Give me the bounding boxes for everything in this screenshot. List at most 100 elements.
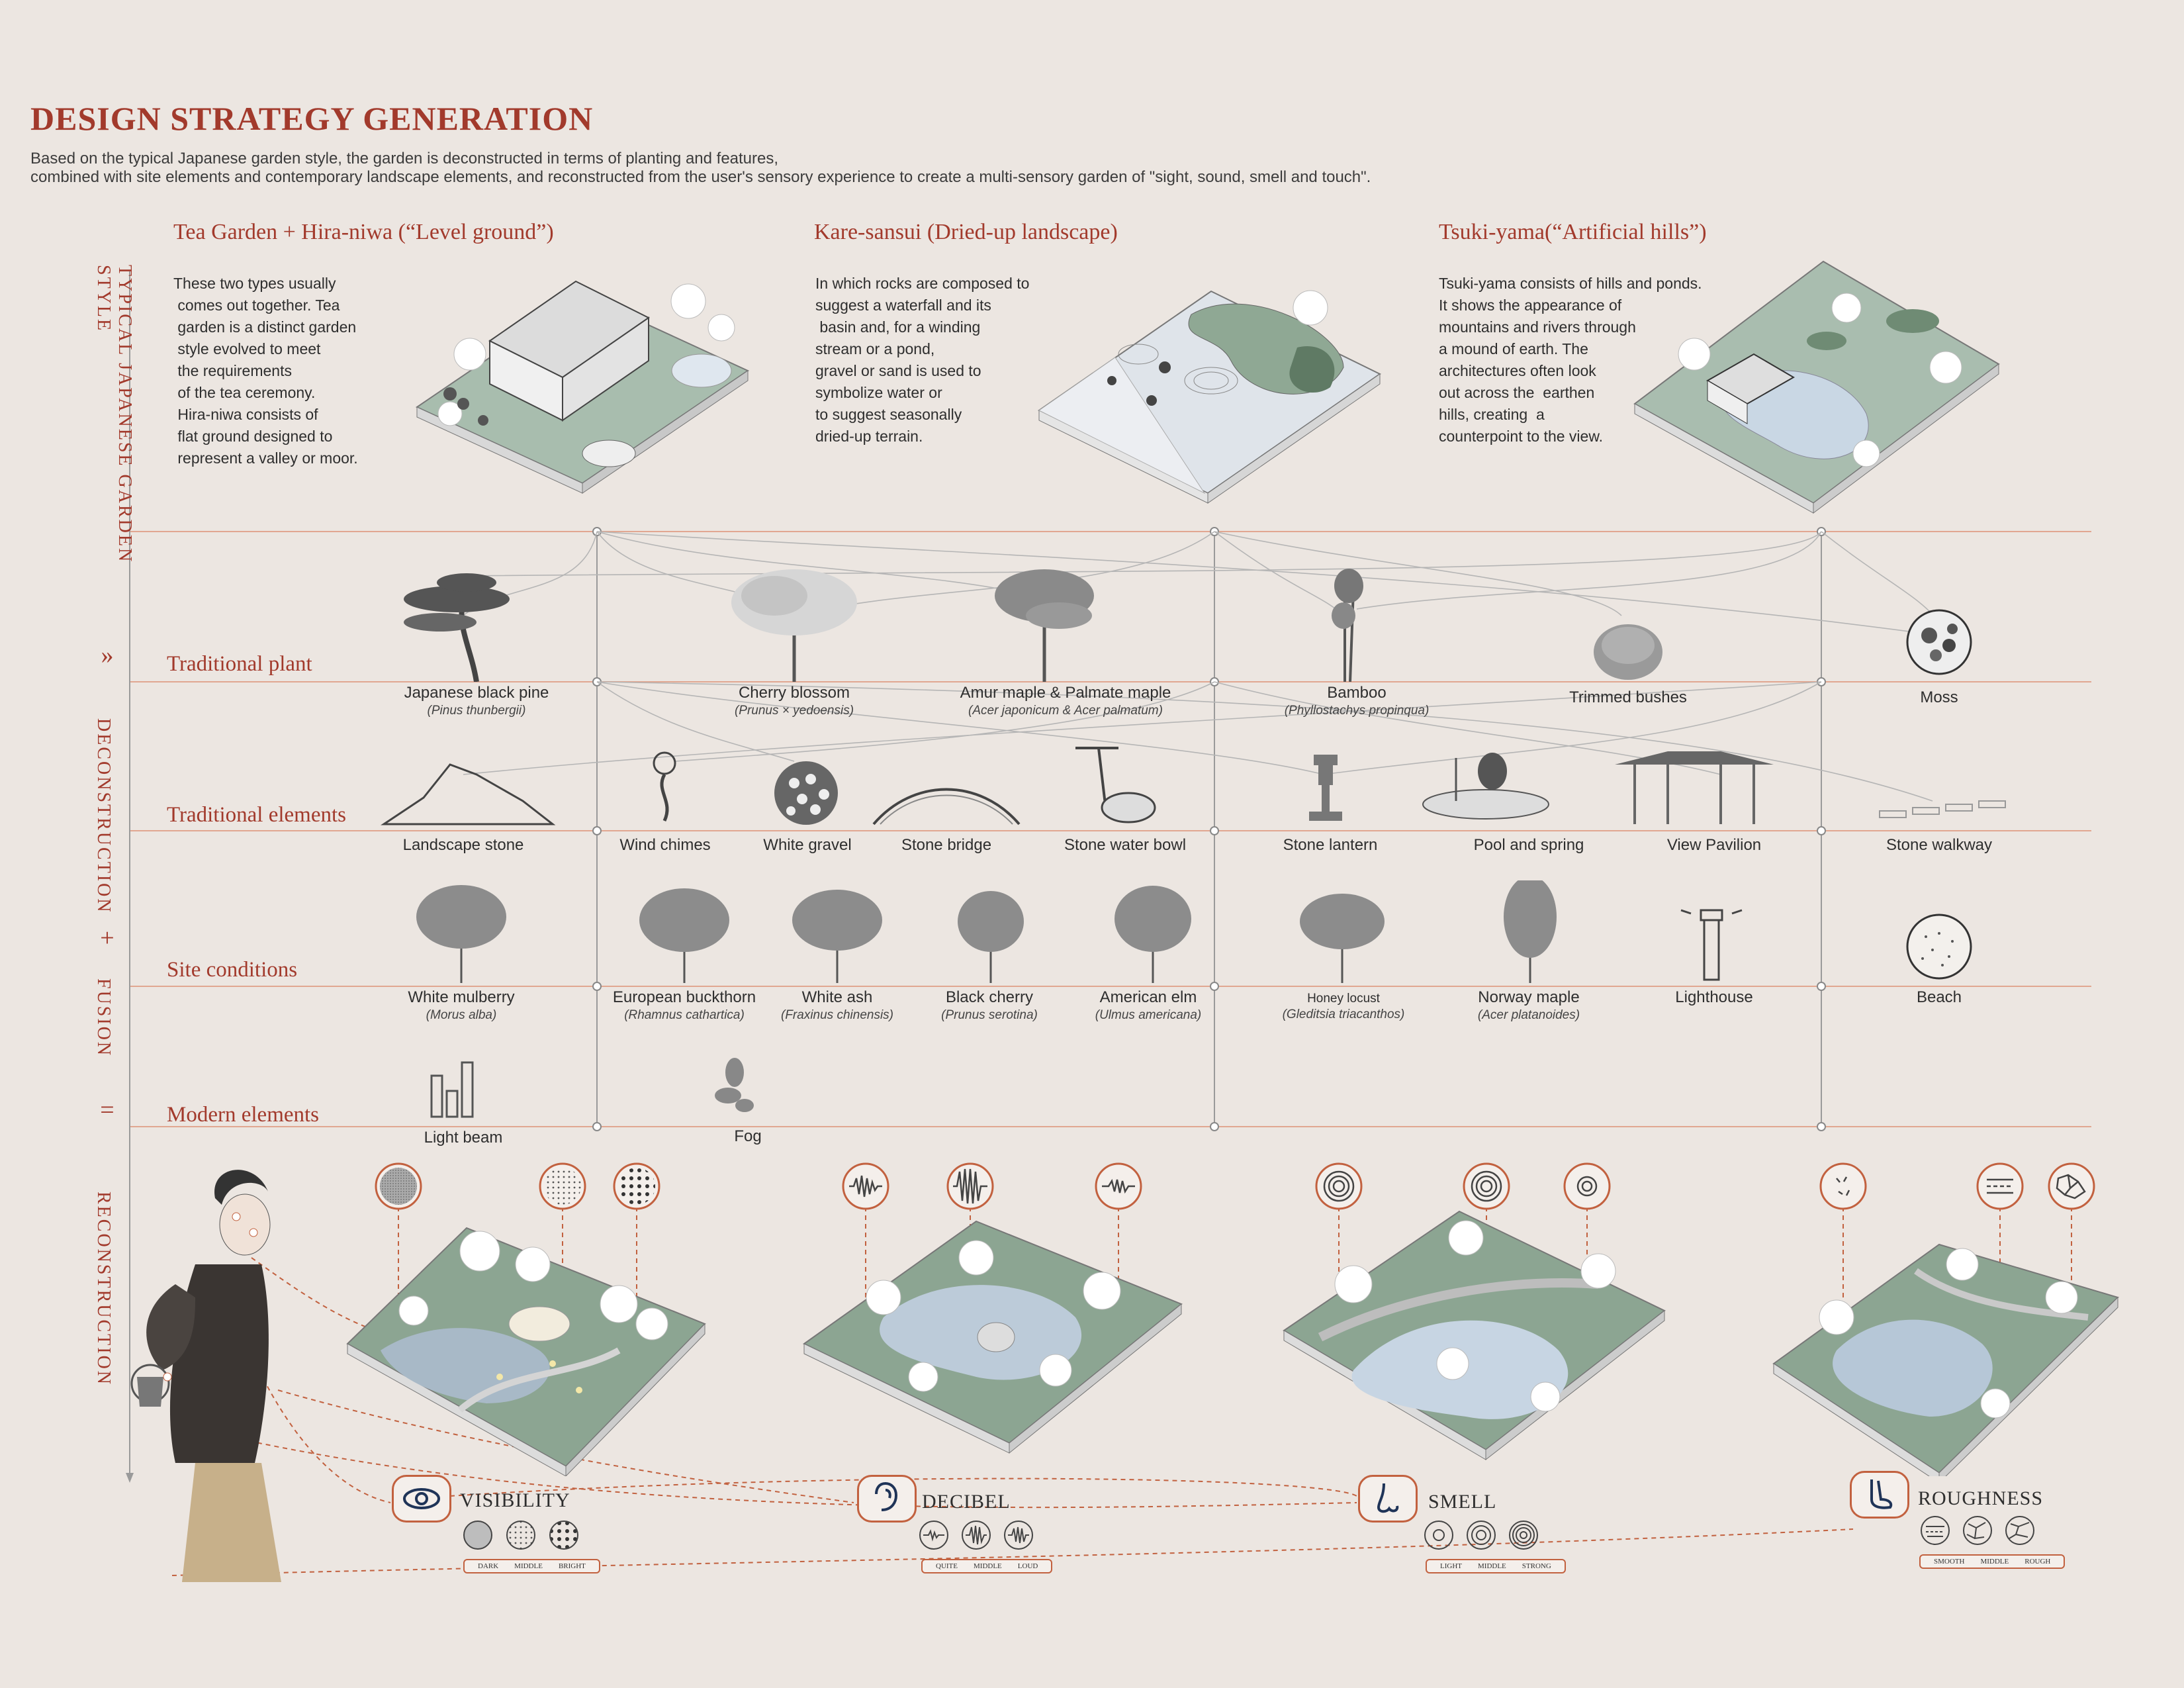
stone-water-bowl-icon — [1075, 747, 1156, 823]
norway-maple-icon — [1504, 880, 1557, 983]
element-item: Stone lantern — [1283, 836, 1378, 854]
buckthorn-icon — [639, 888, 729, 983]
tea-garden-illustration — [415, 280, 750, 494]
modern-item: Fog — [734, 1127, 762, 1145]
maple-icon — [995, 569, 1094, 682]
lighthouse-icon — [1680, 909, 1743, 981]
style-desc-tsuki-yama: Tsuki-yama consists of hills and ponds. … — [1439, 275, 1702, 445]
row-label-modern-elements: Modern elements — [167, 1103, 320, 1127]
decibel-level-icons — [919, 1521, 1033, 1550]
side-symbol-equals: = — [100, 1096, 114, 1124]
site-item: Black cherry (Prunus serotina) — [941, 988, 1038, 1022]
smell-level-scale: LIGHT MIDDLE STRONG — [1426, 1559, 1566, 1573]
side-label-deconstruction: DECONSTRUCTION — [93, 718, 114, 914]
bamboo-icon — [1332, 569, 1363, 682]
white-mulberry-icon — [416, 885, 506, 983]
beach-icon — [1906, 914, 1972, 980]
honey-locust-icon — [1300, 894, 1385, 983]
visibility-title: VISIBILITY — [460, 1489, 570, 1511]
black-pine-icon — [404, 573, 510, 682]
strong-smell-icon-2 — [1463, 1162, 1510, 1210]
modern-icons — [430, 1058, 754, 1118]
stone-lantern-icon — [1309, 755, 1342, 821]
element-item: View Pavilion — [1666, 836, 1762, 854]
intro-line-2: combined with site elements and contempo… — [30, 168, 1371, 186]
page-title: DESIGN STRATEGY GENERATION — [30, 100, 594, 137]
kare-sansui-illustration — [1038, 290, 1381, 504]
plant-item: Amur maple & Palmate maple (Acer japonicu… — [960, 684, 1171, 718]
trimmed-bush-icon — [1594, 624, 1662, 680]
row-label-traditional-plant: Traditional plant — [167, 652, 312, 676]
smell-level-icons — [1424, 1521, 1538, 1550]
plant-item: Moss — [1920, 688, 1958, 706]
pool-spring-icon — [1422, 753, 1549, 820]
side-symbol-plus: + — [100, 924, 114, 952]
site-item: Lighthouse — [1675, 988, 1753, 1006]
site-item: Norway maple (Acer platanoides) — [1477, 988, 1580, 1022]
smell-title: SMELL — [1428, 1491, 1497, 1513]
white-ash-icon — [792, 890, 882, 983]
row-label-site-conditions: Site conditions — [167, 958, 298, 982]
element-item: Wind chimes — [619, 836, 711, 854]
plant-icons — [404, 569, 1972, 682]
roughness-title: ROUGHNESS — [1918, 1487, 2044, 1509]
reconstruction-gardens — [346, 1210, 2119, 1476]
stone-walkway-icon — [1879, 800, 2006, 818]
strong-smell-icon — [1315, 1162, 1363, 1210]
sense-level-circles — [375, 1162, 2095, 1210]
decibel-level-scale: QUITE MIDDLE LOUD — [921, 1559, 1053, 1573]
moss-icon — [1906, 609, 1972, 675]
ukiyo-e-figure-illustration — [130, 1170, 281, 1582]
roughness-level-scale: SMOOTH MIDDLE ROUGH — [1919, 1554, 2066, 1569]
ear-icon — [875, 1481, 898, 1511]
side-symbol-arrows: » — [101, 641, 114, 669]
smell-garden-illustration — [1283, 1210, 1666, 1461]
light-smell-icon — [1563, 1162, 1611, 1210]
style-title-kare-sansui: Kare-sansui (Dried-up landscape) — [814, 220, 1118, 244]
fog-icon — [715, 1058, 754, 1112]
decibel-garden-illustration — [803, 1220, 1183, 1454]
cherry-blossom-icon — [731, 569, 857, 682]
element-item: Landscape stone — [402, 836, 524, 854]
roughness-button[interactable] — [1850, 1471, 1909, 1519]
stone-bridge-icon — [872, 788, 1021, 825]
intro-line-1: Based on the typical Japanese garden sty… — [30, 150, 779, 167]
visibility-level-icons — [463, 1521, 578, 1550]
view-pavilion-icon — [1615, 751, 1774, 824]
row-label-traditional-elements: Traditional elements — [167, 803, 346, 827]
site-icons — [416, 880, 1972, 983]
element-item: Stone walkway — [1886, 836, 1993, 854]
element-item: Pool and spring — [1473, 836, 1584, 854]
side-label-reconstruction: RECONSTRUCTION — [93, 1192, 114, 1387]
site-item: White mulberry (Morus alba) — [408, 988, 515, 1022]
side-label-typical: TYPICAL JAPANESE GARDEN STYLE — [93, 265, 135, 564]
plant-item: Trimmed bushes — [1569, 688, 1687, 706]
style-title-tsuki-yama: Tsuki-yama(“Artificial hills”) — [1439, 220, 1707, 244]
element-item: White gravel — [763, 836, 852, 854]
visibility-button[interactable] — [392, 1475, 451, 1523]
roughness-level-icons — [1921, 1516, 2034, 1545]
style-title-tea-garden: Tea Garden + Hira-niwa (“Level ground”) — [173, 220, 554, 244]
black-cherry-icon — [958, 891, 1024, 983]
white-gravel-icon — [774, 761, 838, 825]
style-desc-kare-sansui: In which rocks are composed to suggest a… — [815, 275, 1030, 445]
tsuki-yama-illustration — [1633, 260, 2000, 514]
intro-text: Based on the typical Japanese garden sty… — [30, 150, 1751, 187]
nose-icon — [1377, 1483, 1399, 1513]
roughness-garden-illustration — [1772, 1243, 2119, 1476]
decibel-title: DECIBEL — [922, 1491, 1011, 1513]
smell-button[interactable] — [1358, 1475, 1418, 1523]
plant-item: Japanese black pine (Pinus thunbergii) — [404, 684, 549, 718]
light-beam-icon — [430, 1061, 474, 1118]
landscape-stone-icon — [381, 763, 556, 825]
site-item: White ash (Fraxinus chinensis) — [781, 988, 893, 1022]
smooth-texture-icon — [1819, 1162, 1867, 1210]
foot-icon — [1870, 1479, 1893, 1509]
visibility-level-scale: DARK MIDDLE BRIGHT — [463, 1559, 600, 1573]
decibel-button[interactable] — [857, 1475, 917, 1523]
plant-item: Bamboo (Phyllostachys propinqua) — [1284, 684, 1430, 718]
site-item: Beach — [1916, 988, 1962, 1006]
site-item: Honey locust (Gleditsia triacanthos) — [1282, 992, 1405, 1021]
eye-icon — [403, 1488, 440, 1509]
